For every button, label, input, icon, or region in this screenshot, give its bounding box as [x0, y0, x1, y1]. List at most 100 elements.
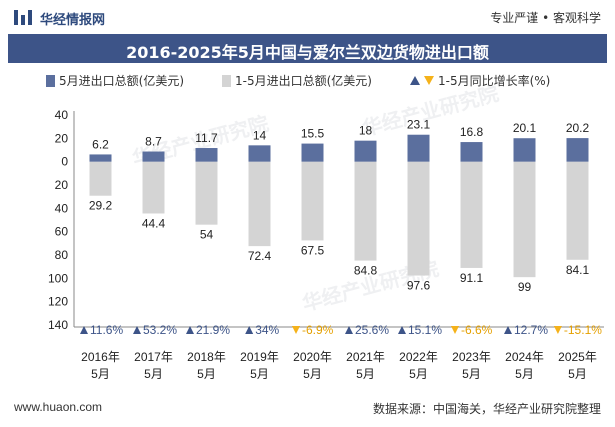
- bar-monthly: [407, 134, 430, 162]
- x-tick-label: 5月: [91, 367, 110, 381]
- growth-label: -15.1%: [564, 323, 602, 337]
- y-tick-label: 40: [55, 108, 69, 122]
- legend-item-growth: 1-5月同比增长率(%): [410, 72, 550, 89]
- legend-up-triangle-icon: [410, 76, 420, 85]
- x-tick-label: 5月: [462, 367, 481, 381]
- bar-monthly: [248, 145, 271, 162]
- data-label-monthly: 16.8: [460, 125, 484, 139]
- x-tick-label: 5月: [250, 367, 269, 381]
- top-bar: 华经情报网 专业严谨 • 客观科学: [0, 0, 615, 34]
- data-label-cumulative: 84.8: [354, 264, 378, 278]
- growth-label: 12.7%: [514, 323, 548, 337]
- growth-label: 53.2%: [143, 323, 177, 337]
- legend-down-triangle-icon: [424, 76, 434, 85]
- footer-website: www.huaon.com: [14, 400, 103, 414]
- data-label-cumulative: 54: [200, 228, 214, 242]
- y-tick-label: 100: [48, 271, 68, 285]
- x-tick-label: 2025年: [558, 350, 597, 364]
- data-label-monthly: 20.2: [566, 121, 590, 135]
- x-tick-label: 2022年: [399, 350, 438, 364]
- bar-monthly: [89, 154, 112, 162]
- data-label-cumulative: 29.2: [89, 199, 113, 213]
- data-label-cumulative: 67.5: [301, 243, 325, 257]
- footer-source: 数据来源：中国海关，华经产业研究院整理: [372, 402, 601, 416]
- data-label-cumulative: 91.1: [460, 271, 484, 285]
- y-tick-label: 40: [55, 201, 69, 215]
- y-tick-label: 0: [61, 155, 68, 169]
- x-tick-label: 2016年: [81, 350, 120, 364]
- x-tick-label: 2017年: [134, 350, 173, 364]
- y-tick-label: 80: [55, 248, 69, 262]
- growth-up-icon: [504, 326, 512, 334]
- bar-cumulative: [566, 161, 589, 260]
- growth-down-icon: [292, 326, 300, 334]
- x-tick-label: 5月: [144, 367, 163, 381]
- bar-monthly: [195, 148, 218, 162]
- growth-label: 25.6%: [355, 323, 389, 337]
- x-tick-label: 5月: [515, 367, 534, 381]
- x-tick-label: 5月: [356, 367, 375, 381]
- bar-monthly: [566, 138, 589, 162]
- x-tick-label: 5月: [303, 367, 322, 381]
- data-label-cumulative: 99: [518, 280, 532, 294]
- data-label-monthly: 14: [253, 128, 267, 142]
- data-label-cumulative: 84.1: [566, 263, 590, 277]
- data-label-cumulative: 72.4: [248, 249, 272, 263]
- x-tick-label: 2021年: [346, 350, 385, 364]
- x-tick-label: 2019年: [240, 350, 279, 364]
- data-label-cumulative: 44.4: [142, 216, 166, 230]
- data-label-monthly: 20.1: [513, 121, 537, 135]
- growth-down-icon: [553, 326, 562, 334]
- bar-cumulative: [513, 161, 536, 278]
- bar-cumulative: [354, 161, 377, 261]
- bar-logo-icon: [14, 10, 32, 25]
- data-label-monthly: 8.7: [145, 135, 162, 149]
- growth-label: -6.6%: [461, 323, 493, 337]
- legend-item-monthly: 5月进出口总额(亿美元): [46, 72, 184, 89]
- bar-cumulative: [301, 161, 324, 241]
- growth-up-icon: [245, 326, 254, 334]
- chart-title: 2016-2025年5月中国与爱尔兰双边货物进出口额: [126, 43, 489, 62]
- bar-cumulative: [195, 161, 218, 225]
- data-label-monthly: 15.5: [301, 127, 325, 141]
- x-tick-label: 2018年: [187, 350, 226, 364]
- brand-name: 华经情报网: [40, 13, 106, 28]
- bar-monthly: [301, 143, 324, 162]
- chart-legend: 5月进出口总额(亿美元) 1-5月进出口总额(亿美元) 1-5月同比增长率(%): [0, 72, 615, 92]
- y-tick-label: 60: [55, 225, 69, 239]
- growth-up-icon: [186, 326, 194, 334]
- x-tick-label: 2023年: [452, 350, 491, 364]
- bar-monthly: [354, 140, 377, 162]
- y-tick-label: 140: [48, 318, 68, 332]
- data-label-cumulative: 97.6: [407, 279, 431, 293]
- growth-label: -6.9%: [302, 323, 334, 337]
- x-tick-label: 2020年: [293, 350, 332, 364]
- legend-label-cumulative: 1-5月进出口总额(亿美元): [235, 74, 372, 88]
- growth-label: 21.9%: [196, 323, 230, 337]
- growth-up-icon: [345, 326, 353, 334]
- bar-cumulative: [142, 161, 165, 214]
- title-bar: 2016-2025年5月中国与爱尔兰双边货物进出口额: [8, 34, 607, 63]
- x-tick-label: 2024年: [505, 350, 544, 364]
- y-tick-label: 20: [55, 131, 69, 145]
- growth-label: 34%: [255, 323, 279, 337]
- legend-label-growth: 1-5月同比增长率(%): [438, 74, 551, 88]
- legend-item-cumulative: 1-5月进出口总额(亿美元): [222, 72, 372, 89]
- growth-label: 11.6%: [90, 323, 123, 337]
- data-label-monthly: 11.7: [195, 131, 218, 145]
- bar-monthly: [460, 142, 483, 162]
- bar-cumulative: [248, 161, 271, 247]
- tagline: 专业严谨 • 客观科学: [490, 11, 601, 25]
- bar-cumulative: [89, 161, 112, 196]
- x-tick-label: 5月: [197, 367, 216, 381]
- legend-label-monthly: 5月进出口总额(亿美元): [59, 74, 184, 88]
- data-label-monthly: 23.1: [407, 118, 431, 132]
- legend-swatch-monthly: [46, 74, 55, 87]
- y-tick-label: 20: [55, 178, 69, 192]
- growth-down-icon: [451, 326, 459, 334]
- y-tick-label: 120: [48, 295, 68, 309]
- growth-up-icon: [80, 326, 88, 334]
- growth-label: 15.1%: [408, 323, 442, 337]
- legend-swatch-cumulative: [222, 74, 231, 87]
